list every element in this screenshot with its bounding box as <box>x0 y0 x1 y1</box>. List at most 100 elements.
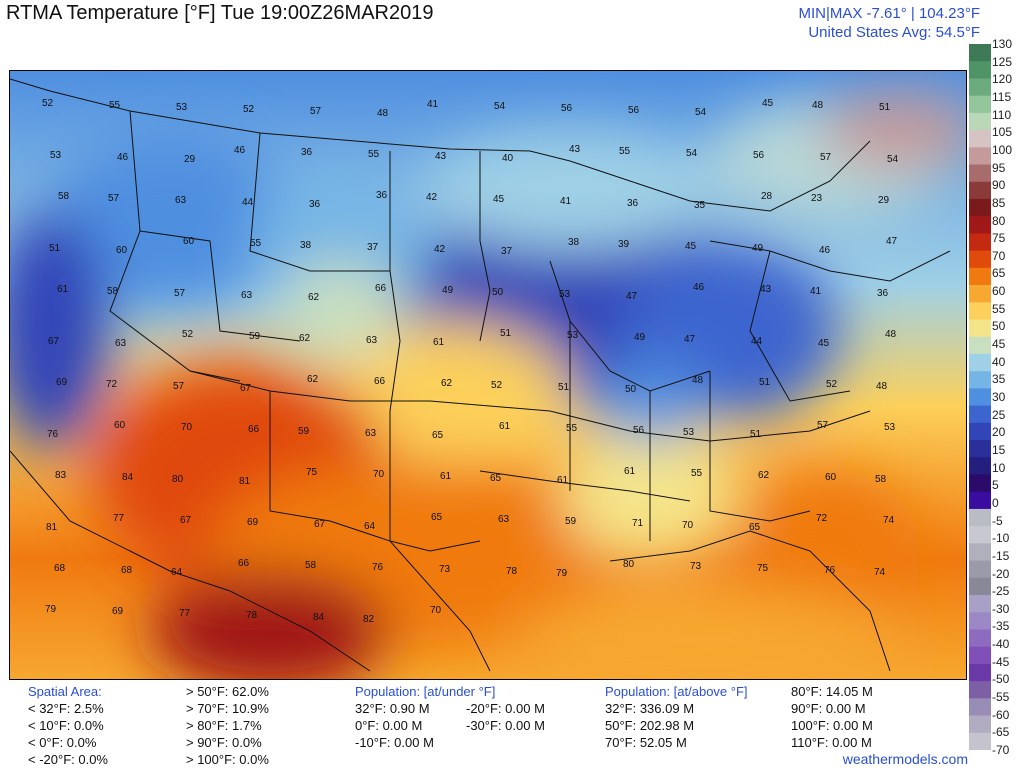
temperature-label: 51 <box>750 429 762 440</box>
color-scale-step <box>969 285 991 303</box>
color-scale-step <box>969 491 991 510</box>
temperature-label: 55 <box>566 423 578 434</box>
color-scale-step <box>969 302 991 321</box>
population-under-stats-right: -20°F: 0.00 M -30°F: 0.00 M <box>466 700 545 734</box>
temperature-label: 53 <box>559 289 571 300</box>
temperature-label: 66 <box>374 376 386 387</box>
temperature-label: 55 <box>691 468 703 479</box>
temperature-label: 46 <box>117 152 129 163</box>
temperature-label: 67 <box>314 519 326 530</box>
temperature-label: 69 <box>56 377 68 388</box>
temperature-label: 76 <box>47 429 59 440</box>
spatial-stat: > 70°F: 10.9% <box>186 701 269 716</box>
temperature-label: 52 <box>42 98 54 109</box>
color-scale-tick: 130 <box>992 37 1013 51</box>
temperature-label: 84 <box>122 472 134 483</box>
temperature-label: 56 <box>753 150 765 161</box>
temperature-label: 42 <box>434 244 446 255</box>
color-scale-tick: -55 <box>992 690 1010 704</box>
temperature-label: 53 <box>683 427 695 438</box>
temperature-label: 29 <box>184 154 196 165</box>
temperature-label: 47 <box>886 236 898 247</box>
temperature-label: 36 <box>376 190 388 201</box>
temperature-label: 37 <box>367 242 379 253</box>
temperature-label: 53 <box>176 102 188 113</box>
temperature-label: 63 <box>115 338 127 349</box>
temperature-label: 36 <box>301 147 313 158</box>
color-scale-step <box>969 732 991 751</box>
temperature-label: 54 <box>494 101 506 112</box>
color-scale-step <box>969 405 991 424</box>
temperature-label: 55 <box>109 100 121 111</box>
color-scale-tick: -50 <box>992 672 1010 687</box>
temperature-label: 57 <box>173 381 185 392</box>
temperature-label: 58 <box>305 560 317 571</box>
color-scale-tick: 5 <box>992 478 999 493</box>
temperature-label: 38 <box>300 240 312 251</box>
temperature-label: 59 <box>565 516 577 527</box>
color-scale-tick: 15 <box>992 442 1006 457</box>
color-scale-labels: 130 125 120 115 110 105 100 95 90 85 80 75 70 65 60 55 5… <box>992 38 1024 756</box>
population-above-stats-right: 80°F: 14.05 M 90°F: 0.00 M 100°F: 0.00 M… <box>791 683 873 751</box>
temperature-label: 60 <box>116 245 128 256</box>
color-scale-step <box>969 44 991 62</box>
population-stat: 90°F: 0.00 M <box>791 701 866 716</box>
temperature-label: 36 <box>627 198 639 209</box>
temperature-label: 46 <box>693 282 705 293</box>
color-scale-step <box>969 388 991 407</box>
temperature-label: 54 <box>887 154 899 165</box>
color-scale-tick: -20 <box>992 566 1010 581</box>
spatial-stat: < 32°F: 2.5% <box>28 701 104 716</box>
temperature-label: 83 <box>55 470 67 481</box>
temperature-label: 62 <box>308 292 320 303</box>
color-scale-step <box>969 319 991 338</box>
spatial-stat: < -20°F: 0.0% <box>28 752 108 767</box>
population-under-stats: Population: [at/under °F] 32°F: 0.90 M 0… <box>355 683 495 751</box>
temperature-label: 75 <box>757 563 769 574</box>
temperature-label: 36 <box>309 199 321 210</box>
temperature-label: 59 <box>249 331 261 342</box>
source-url[interactable]: weathermodels.com <box>842 751 968 767</box>
color-scale-step <box>969 198 991 217</box>
population-stat: 70°F: 52.05 M <box>605 735 687 750</box>
population-above-header: Population: [at/above °F] <box>605 684 748 699</box>
temperature-label: 76 <box>824 565 836 576</box>
temperature-label: 53 <box>884 422 896 433</box>
temperature-label: 48 <box>885 329 897 340</box>
color-scale-tick: -45 <box>992 654 1010 669</box>
temperature-label: 57 <box>108 193 120 204</box>
spatial-stat: > 80°F: 1.7% <box>186 718 262 733</box>
temperature-label: 64 <box>171 567 183 578</box>
color-scale-step <box>969 543 991 562</box>
temperature-label: 81 <box>46 522 58 533</box>
color-scale-step <box>969 181 991 200</box>
temperature-label: 50 <box>625 384 637 395</box>
temperature-label: 60 <box>183 236 195 247</box>
color-scale-step <box>969 646 991 665</box>
color-scale-tick: 85 <box>992 195 1006 210</box>
temperature-label: 44 <box>242 197 254 208</box>
color-scale-step <box>969 147 991 166</box>
temperature-label: 53 <box>567 330 579 341</box>
temperature-label: 80 <box>172 474 184 485</box>
temperature-label: 56 <box>561 103 573 114</box>
temperature-label: 72 <box>106 379 118 390</box>
temperature-label: 65 <box>431 512 443 523</box>
color-scale-step <box>969 663 991 682</box>
color-scale-tick: 30 <box>992 390 1006 404</box>
temperature-label: 45 <box>762 98 774 109</box>
temperature-label: 66 <box>375 283 387 294</box>
color-scale-step <box>969 577 991 596</box>
color-scale-tick: 35 <box>992 372 1006 387</box>
color-scale-tick: -60 <box>992 707 1010 722</box>
color-scale-step <box>969 715 991 734</box>
color-scale-tick: -35 <box>992 619 1010 634</box>
temperature-label: 48 <box>692 375 704 386</box>
temperature-label: 45 <box>818 338 830 349</box>
color-scale-step <box>969 681 991 699</box>
temperature-label: 62 <box>441 378 453 389</box>
temperature-label: 82 <box>363 614 375 625</box>
color-scale-tick: 115 <box>992 89 1012 104</box>
color-scale-step <box>969 526 991 544</box>
temperature-label: 81 <box>239 476 251 487</box>
